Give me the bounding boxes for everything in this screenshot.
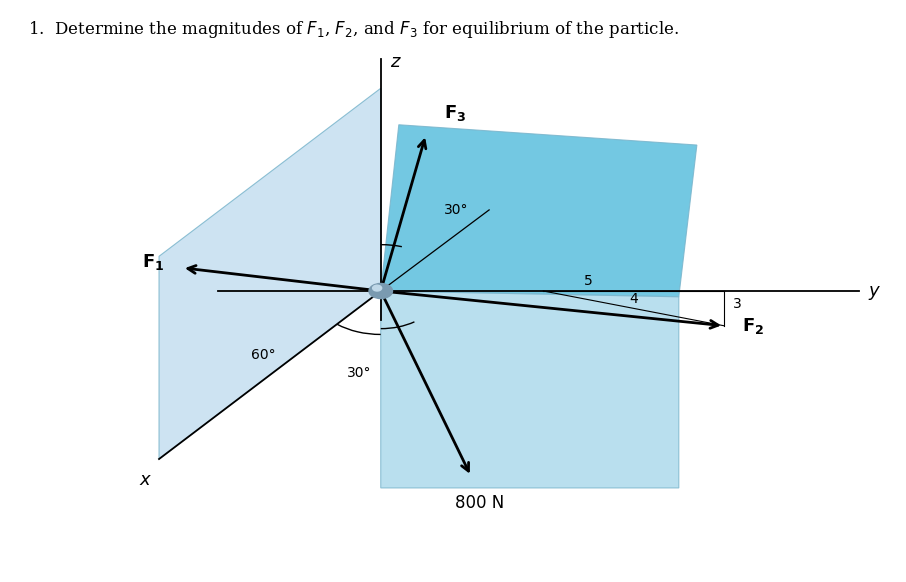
Text: 1.  Determine the magnitudes of $F_1$, $F_2$, and $F_3$ for equilibrium of the p: 1. Determine the magnitudes of $F_1$, $F… <box>28 19 680 40</box>
Text: 30°: 30° <box>444 203 468 217</box>
Text: 4: 4 <box>630 292 638 306</box>
Text: z: z <box>390 53 400 71</box>
Text: $\mathbf{F_2}$: $\mathbf{F_2}$ <box>742 316 765 336</box>
Text: x: x <box>140 471 150 489</box>
Text: 800 N: 800 N <box>456 494 505 512</box>
Polygon shape <box>159 88 381 459</box>
Polygon shape <box>381 291 679 488</box>
Text: 30°: 30° <box>347 366 371 380</box>
Text: 5: 5 <box>584 274 593 288</box>
Text: $\mathbf{F_1}$: $\mathbf{F_1}$ <box>141 252 164 272</box>
Polygon shape <box>381 125 697 297</box>
Text: y: y <box>869 282 879 300</box>
Text: 60°: 60° <box>251 347 275 362</box>
Text: $\mathbf{F_3}$: $\mathbf{F_3}$ <box>444 103 467 123</box>
Circle shape <box>372 285 381 291</box>
Circle shape <box>369 283 392 299</box>
Text: 3: 3 <box>733 297 742 311</box>
